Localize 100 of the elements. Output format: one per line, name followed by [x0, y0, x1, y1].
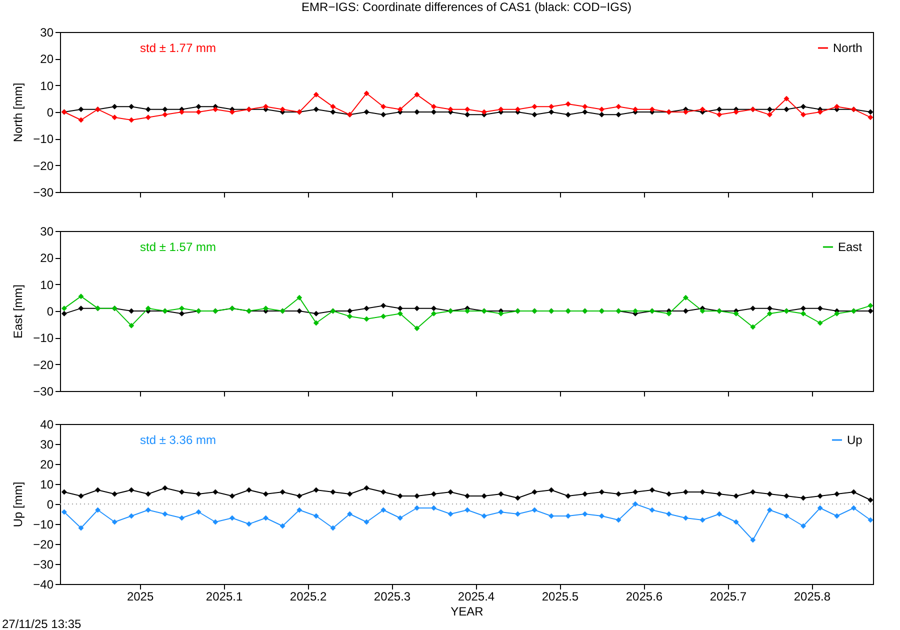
point [78, 117, 84, 123]
point [598, 106, 604, 112]
point [548, 487, 554, 493]
point [464, 106, 470, 112]
point [582, 491, 588, 497]
point [733, 109, 739, 115]
point [716, 511, 722, 517]
point [347, 314, 352, 320]
point [246, 521, 252, 527]
y-tick-label: −10 [33, 518, 54, 532]
point [582, 104, 588, 110]
point [817, 493, 823, 499]
y-tick-label: −10 [33, 331, 54, 346]
point [868, 497, 873, 503]
point [380, 104, 386, 110]
point [296, 493, 302, 499]
point [733, 493, 739, 499]
text: 27/11/25 13:35 [2, 617, 82, 630]
point [666, 511, 672, 517]
point [61, 489, 67, 495]
point [313, 513, 319, 519]
y-tick-label: 30 [40, 438, 54, 452]
point [632, 489, 638, 495]
point [616, 491, 622, 497]
point [800, 495, 806, 501]
point [784, 493, 790, 499]
point [414, 109, 420, 115]
point [95, 507, 101, 513]
point [817, 320, 823, 326]
point [817, 505, 823, 511]
legend-label: Up [847, 433, 863, 447]
y-tick-label: 0 [46, 106, 54, 120]
point [414, 505, 420, 511]
point [448, 489, 454, 495]
point [263, 515, 269, 521]
point [700, 308, 706, 314]
point [481, 109, 487, 115]
point [431, 104, 436, 110]
y-axis-title: Up [mm] [11, 482, 26, 528]
point [700, 517, 706, 523]
point [414, 326, 420, 332]
point [397, 310, 403, 316]
point [162, 511, 168, 517]
y-tick-label: −30 [33, 384, 54, 398]
point [330, 525, 336, 531]
point [598, 112, 604, 118]
point [78, 306, 84, 312]
point [834, 104, 840, 110]
x-axis-title: YEAR [450, 604, 484, 618]
point [128, 117, 134, 123]
point [565, 493, 571, 499]
x-tick-label: 2025.4 [458, 590, 495, 604]
point [162, 106, 168, 112]
point [162, 112, 168, 118]
point [414, 493, 420, 499]
point [733, 519, 739, 525]
point [649, 507, 655, 513]
x-tick-label: 2025.2 [290, 590, 327, 604]
point [649, 487, 655, 493]
point [296, 308, 302, 314]
point [380, 507, 386, 513]
point [750, 537, 756, 543]
y-tick-label: 20 [40, 251, 54, 266]
point [380, 112, 386, 118]
point [212, 106, 218, 112]
point [246, 487, 252, 493]
x-tick-label: 2025.5 [542, 590, 579, 604]
point [61, 306, 67, 312]
point [682, 489, 688, 495]
point [632, 106, 638, 112]
point [784, 96, 790, 102]
point [397, 106, 403, 112]
point [145, 507, 151, 513]
point [834, 310, 840, 316]
y-tick-label: −40 [33, 578, 54, 592]
point [868, 308, 873, 314]
point [682, 515, 688, 521]
point [229, 493, 235, 499]
point [397, 306, 403, 312]
point [61, 310, 67, 316]
point [716, 112, 722, 118]
point [716, 106, 722, 112]
point [532, 507, 538, 513]
point [364, 90, 370, 96]
point [632, 501, 638, 507]
point [61, 509, 67, 515]
point [414, 92, 420, 98]
y-tick-label: 10 [40, 78, 54, 93]
point [532, 104, 538, 110]
point [868, 302, 873, 308]
point [313, 310, 319, 316]
point [263, 306, 269, 312]
point [682, 294, 688, 300]
point [179, 310, 185, 316]
x-tick-label: 2025 [126, 590, 154, 604]
point [800, 112, 806, 118]
x-tick-label: 2025.8 [794, 590, 831, 604]
y-axis-title: North [mm] [11, 82, 26, 142]
point [128, 487, 134, 493]
point [498, 509, 504, 515]
